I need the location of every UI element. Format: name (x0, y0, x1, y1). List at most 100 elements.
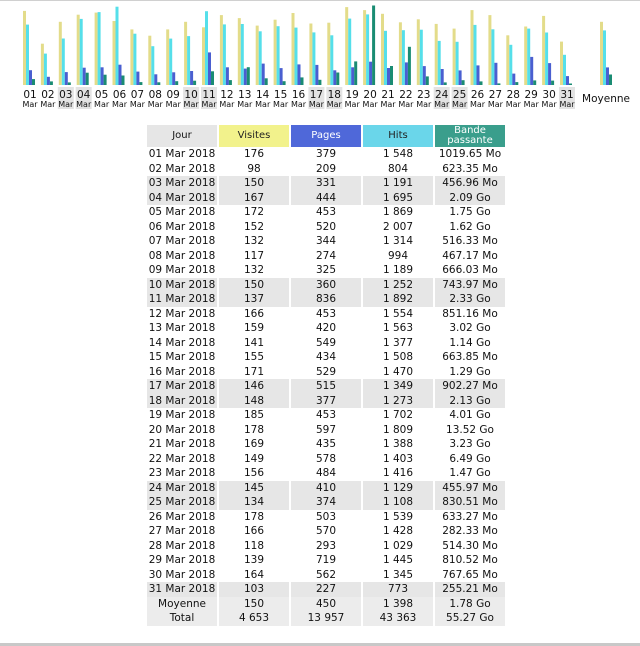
bar-hits (222, 24, 226, 85)
bar-bande-passante (211, 71, 214, 85)
cell-hits: 1 548 (382, 148, 414, 161)
x-tick-day: 10 (184, 89, 197, 101)
cell-pages: 719 (315, 554, 337, 567)
weekend-label-bg (201, 87, 217, 109)
bar-pages (279, 68, 283, 85)
bar-hits (43, 53, 47, 85)
cell-visites: 4 653 (219, 611, 289, 626)
weekend-label-bg (183, 87, 200, 109)
x-tick-day: 09 (167, 89, 180, 101)
bar-hits (455, 41, 459, 85)
cell-bp: 514.30 Mo (442, 539, 498, 552)
bar-pages (369, 61, 373, 85)
cell-jour: 18 Mar 2018 (147, 393, 217, 408)
cell-pages: 420 (315, 322, 337, 335)
cell-pages: 453 (315, 307, 337, 320)
bar-hits (205, 11, 208, 86)
bar-pages (136, 71, 140, 85)
x-tick-day: 31 (560, 89, 573, 101)
cell-pages: 529 (315, 365, 337, 378)
cell-bp: 1.62 Go (449, 220, 491, 233)
bar-bande-passante (175, 81, 179, 85)
bar-visites (345, 7, 349, 86)
bar-pages (64, 72, 68, 85)
bar-hits (437, 40, 441, 85)
bar-pages (29, 70, 32, 85)
bar-visites (255, 25, 259, 86)
bottom-border (0, 643, 640, 646)
cell-pages: 562 (315, 568, 337, 581)
cell-jour: 28 Mar 2018 (148, 539, 216, 552)
x-tick-day: 20 (363, 89, 376, 101)
header-jour: Jour (147, 123, 217, 147)
bar-pages (190, 71, 194, 85)
bar-visites (381, 13, 384, 85)
bar-visites (398, 22, 402, 85)
bar-hits (348, 18, 352, 86)
table-row: 16 Mar 2018 171 529 1 470 1.29 Go (147, 365, 505, 380)
cell-hits: 1 377 (382, 336, 414, 349)
weekend-label-bg (75, 87, 92, 109)
cell-pages: 209 (315, 162, 337, 175)
cell-visites: 139 (243, 554, 265, 567)
bar-bande-passante (354, 61, 358, 85)
table-row: 22 Mar 2018 149 578 1 403 6.49 Go (147, 452, 505, 467)
bar-hits (545, 32, 549, 85)
bar-pages (100, 67, 104, 85)
x-tick-month: Mar (58, 100, 74, 109)
table-row: 06 Mar 2018 152 520 2 007 1.62 Go (147, 220, 505, 235)
bar-pages (476, 65, 480, 85)
bar-visites (202, 27, 205, 85)
cell-hits: 994 (387, 249, 409, 262)
table-row: 03 Mar 2018 150 331 1 191 456.96 Mo (147, 176, 505, 191)
bar-hits (384, 30, 387, 85)
cell-hits: 1 563 (382, 322, 414, 335)
cell-jour: 13 Mar 2018 (148, 322, 216, 335)
bar-visites (560, 41, 563, 85)
cell-hits: 1 191 (363, 176, 433, 191)
cell-hits: 1 428 (382, 525, 414, 538)
cell-jour: Total (147, 611, 217, 626)
bar-visites (470, 10, 474, 86)
cell-bp: 767.65 Mo (442, 568, 498, 581)
cell-visites: 178 (243, 510, 265, 523)
bar-visites (184, 21, 188, 85)
bar-bande-passante (390, 66, 393, 85)
cell-pages: 274 (315, 249, 337, 262)
cell-visites: 169 (243, 438, 265, 451)
cell-visites: 118 (243, 539, 265, 552)
cell-bp: 3.02 Go (449, 322, 491, 335)
bar-bande-passante (228, 80, 232, 85)
bar-pages (172, 72, 176, 85)
x-tick-day: 23 (417, 89, 430, 101)
bar-bande-passante (121, 75, 125, 85)
bar-visites (506, 35, 510, 85)
bar-bande-passante (300, 77, 304, 85)
x-tick-month: Mar (363, 100, 379, 109)
cell-hits: 1 349 (363, 379, 433, 394)
cell-visites: 159 (243, 322, 265, 335)
bar-bande-passante (533, 80, 537, 85)
cell-bp: 851.16 Mo (442, 307, 498, 320)
bar-visites (524, 26, 528, 85)
bar-hits (330, 35, 334, 85)
x-tick-month: Mar (345, 100, 361, 109)
bar-avg-hits (603, 30, 606, 85)
x-tick-month: Mar (309, 100, 325, 109)
bar-hits (61, 38, 65, 85)
cell-pages: 450 (291, 596, 361, 611)
cell-hits: 1 470 (382, 365, 414, 378)
cell-visites: 137 (219, 292, 289, 307)
x-tick-month: Mar (94, 100, 110, 109)
x-tick-month: Mar (40, 100, 56, 109)
table-header-row: Jour Visites Pages Hits Bande passante (147, 123, 505, 147)
bar-bande-passante (461, 80, 465, 85)
bar-bande-passante (264, 78, 268, 85)
x-tick-day: 12 (220, 89, 233, 101)
bar-hits (527, 28, 531, 86)
cell-hits: 1 539 (382, 510, 414, 523)
x-tick-day: 21 (381, 89, 394, 101)
cell-pages: 570 (315, 525, 337, 538)
x-tick-day: 06 (113, 89, 127, 101)
average-label: Moyenne (582, 93, 630, 105)
